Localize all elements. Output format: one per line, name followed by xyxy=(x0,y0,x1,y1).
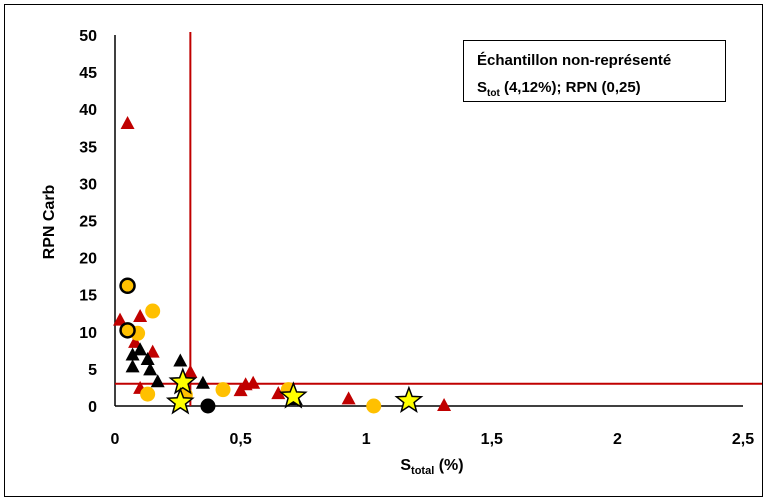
y-axis-label: RPN Carb xyxy=(41,184,58,259)
y-tick-label: 25 xyxy=(79,214,97,231)
annotation-line-2-rest: (4,12%); RPN (0,25) xyxy=(499,79,641,96)
x-tick-label: 2 xyxy=(613,431,622,448)
x-tick-label: 0,5 xyxy=(229,431,251,448)
circle-point xyxy=(140,386,156,402)
x-tick-label: 0 xyxy=(111,431,120,448)
data-marks xyxy=(113,116,452,415)
outlined-circle-point xyxy=(119,322,136,339)
triangle-point xyxy=(195,375,210,389)
triangle-point xyxy=(145,344,160,358)
y-tick-label: 5 xyxy=(88,362,97,379)
x-axis-label-suffix: (%) xyxy=(434,457,463,474)
triangle-point xyxy=(246,375,261,389)
star-point xyxy=(168,367,198,395)
circle-point xyxy=(366,398,382,414)
triangle-point xyxy=(143,362,158,376)
y-tick-label: 45 xyxy=(79,65,97,82)
annotation-box: Échantillon non-représenté Stot (4,12%);… xyxy=(463,40,726,102)
triangle-point xyxy=(133,308,148,322)
triangle-point xyxy=(183,364,198,378)
x-tick-label: 2,5 xyxy=(732,431,754,448)
triangle-point xyxy=(125,347,140,361)
y-tick-label: 10 xyxy=(79,325,97,342)
x-axis-label: Stotal (%) xyxy=(400,457,463,477)
x-axis-label-sub: total xyxy=(411,465,434,477)
axes xyxy=(114,35,743,407)
triangle-point xyxy=(173,353,188,367)
x-tick-label: 1,5 xyxy=(481,431,503,448)
circle-point xyxy=(215,382,231,398)
triangle-point xyxy=(271,386,286,400)
y-tick-label: 0 xyxy=(88,399,97,416)
x-axis-label-main: S xyxy=(400,457,411,474)
annotation-line-2-sub: tot xyxy=(487,88,500,99)
circle-point xyxy=(200,398,216,414)
triangle-point xyxy=(341,391,356,405)
circle-point xyxy=(145,303,161,319)
triangle-point xyxy=(150,374,165,388)
triangle-point xyxy=(140,351,155,365)
tick-labels: 0 5 10 15 20 25 30 35 40 45 50 0 0,5 1 1,5 2 2,5 xyxy=(79,28,754,448)
y-tick-label: 40 xyxy=(79,102,97,119)
x-tick-label: 1 xyxy=(362,431,371,448)
star-point xyxy=(279,381,308,409)
triangle-point xyxy=(113,312,128,326)
star-point xyxy=(394,385,424,414)
annotation-line-2-main: S xyxy=(477,79,488,96)
y-tick-label: 30 xyxy=(79,176,97,193)
y-tick-label: 50 xyxy=(79,28,97,45)
y-tick-label: 35 xyxy=(79,139,97,156)
triangle-point xyxy=(437,398,452,411)
triangle-point xyxy=(120,116,135,130)
y-tick-label: 20 xyxy=(79,251,97,268)
triangle-point xyxy=(133,342,148,356)
star-point xyxy=(165,387,195,415)
y-tick-label: 15 xyxy=(79,288,97,305)
triangle-point xyxy=(125,359,140,373)
outlined-circle-point xyxy=(119,277,136,295)
annotation-line-1: Échantillon non-représenté xyxy=(477,52,672,69)
annotation-line-2: Stot (4,12%); RPN (0,25) xyxy=(477,74,725,107)
triangle-point xyxy=(128,334,143,348)
